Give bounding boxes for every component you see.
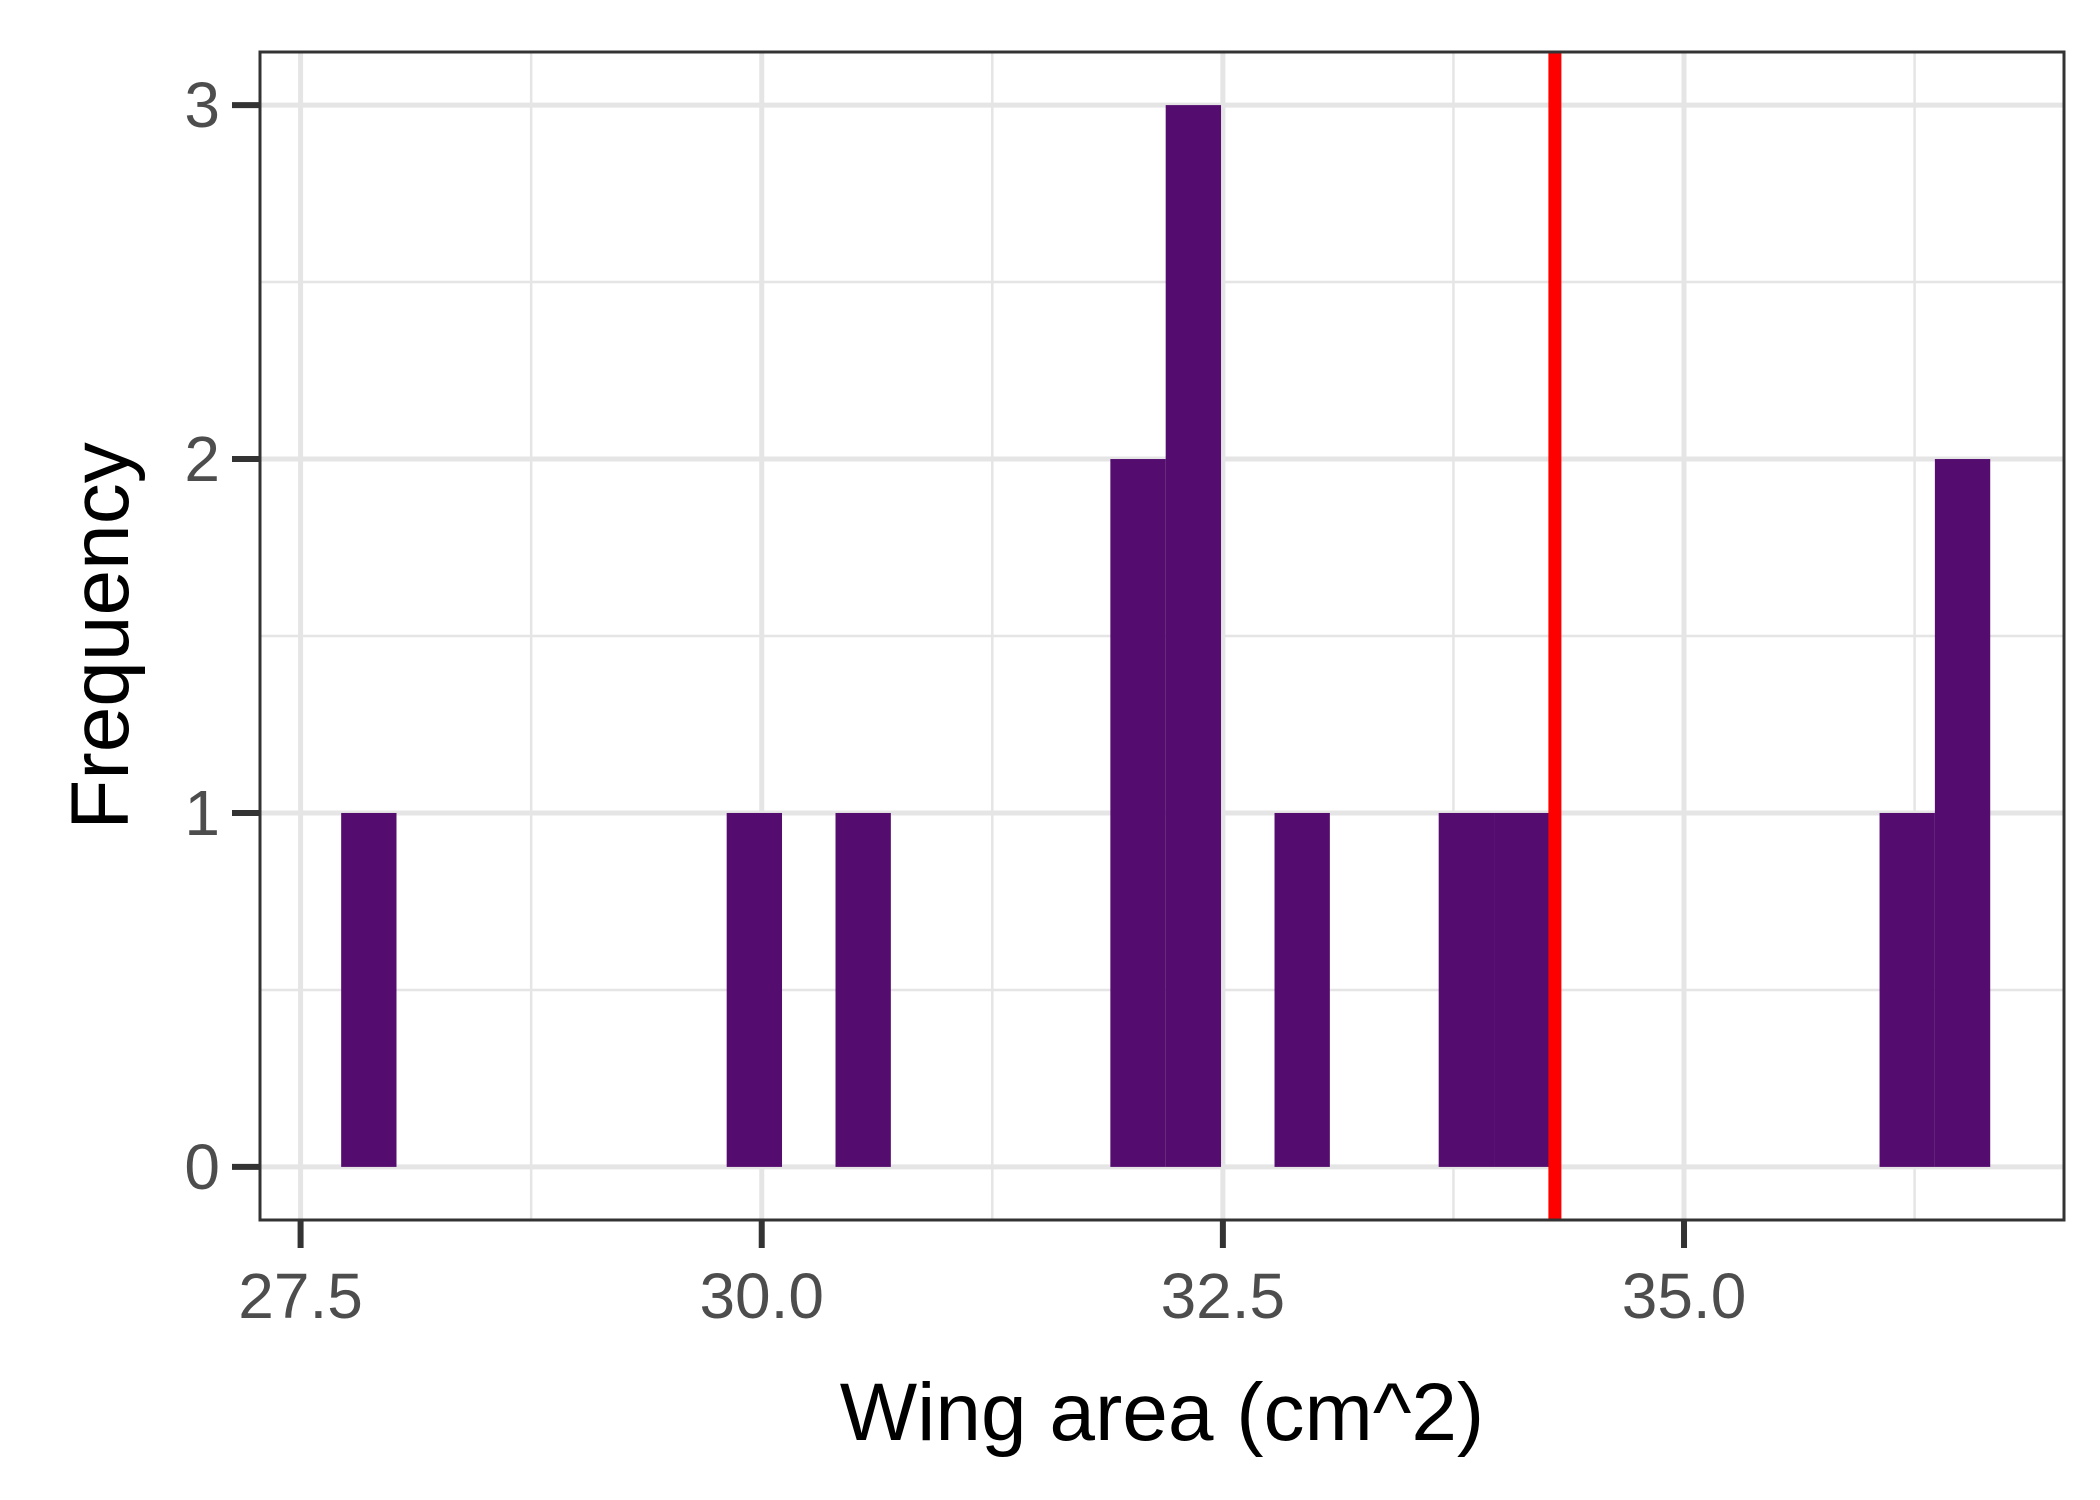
histogram-bar [1934,459,1991,1167]
y-axis-title: Frequency [55,442,146,829]
y-tick-label: 0 [184,1131,220,1203]
histogram-bar [1438,812,1495,1167]
x-tick-label: 35.0 [1622,1260,1747,1332]
x-axis-title: Wing area (cm^2) [840,1367,1485,1458]
x-tick-label: 27.5 [238,1260,363,1332]
histogram-bar [1879,812,1935,1167]
histogram-bar [341,812,397,1167]
x-axis: 27.5 30.0 32.5 35.0 [238,1220,1746,1332]
y-axis: 0 1 2 3 [184,69,260,1203]
x-tick-label: 30.0 [699,1260,824,1332]
histogram-bar [1494,812,1550,1167]
histogram-bar [726,812,783,1167]
histogram-bar [1274,812,1330,1167]
panel-border [258,50,2066,1222]
x-tick-label: 32.5 [1161,1260,1286,1332]
y-tick-label: 2 [184,423,220,495]
y-tick-label: 1 [184,777,220,849]
histogram-bar [1165,105,1222,1167]
histogram-bar [835,812,891,1167]
y-tick-label: 3 [184,69,220,141]
histogram-bar [1110,459,1166,1167]
histogram-bars [341,105,1991,1167]
